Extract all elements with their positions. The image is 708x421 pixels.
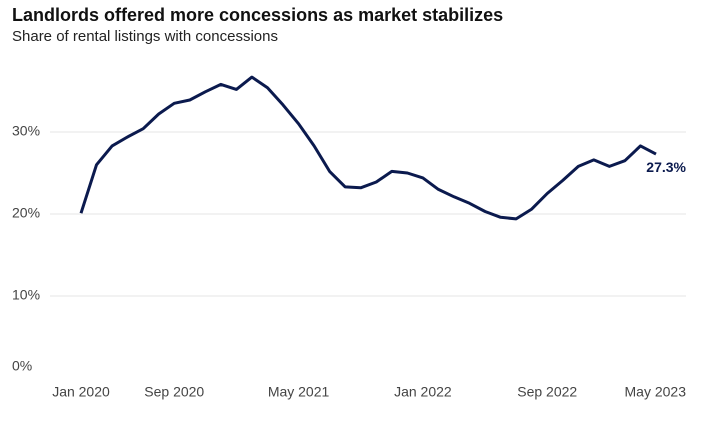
end-label: 27.3%	[646, 159, 686, 175]
x-tick-label: May 2023	[625, 384, 687, 400]
x-tick-label: Jan 2020	[52, 384, 110, 400]
y-tick-label: 30%	[12, 123, 40, 139]
x-tick-label: Sep 2022	[517, 384, 577, 400]
y-tick-label: 10%	[12, 287, 40, 303]
chart-title: Landlords offered more concessions as ma…	[12, 5, 503, 25]
x-tick-label: May 2021	[268, 384, 330, 400]
chart-subtitle: Share of rental listings with concession…	[12, 28, 278, 45]
y-tick-label: 0%	[12, 358, 32, 374]
x-tick-label: Sep 2020	[144, 384, 204, 400]
y-tick-label: 20%	[12, 205, 40, 221]
line	[79, 75, 657, 221]
x-tick-label: Jan 2022	[394, 384, 452, 400]
